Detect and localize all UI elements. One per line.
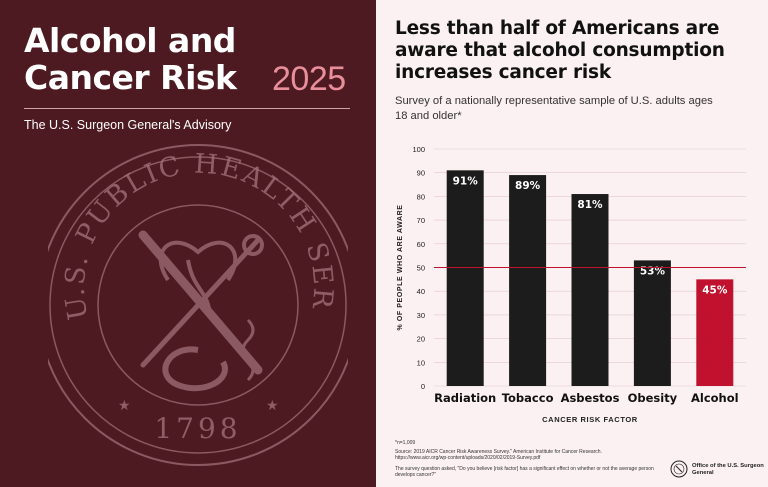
y-tick-label: 30 [417, 311, 425, 320]
y-tick-label: 60 [417, 240, 425, 249]
y-tick-label: 40 [417, 287, 425, 296]
seal-star-icon: ★ [118, 397, 131, 413]
awareness-bar-chart: 0 10 20 30 40 50 60 70 80 90 100 91% Radiation 89% Tob… [376, 138, 768, 438]
x-tick-label: Obesity [628, 391, 678, 405]
seal-year: 1798 [154, 412, 241, 445]
y-axis-title: % OF PEOPLE WHO ARE AWARE [397, 204, 404, 330]
year-label: 2025 [272, 60, 346, 99]
surgeon-general-seal-icon [670, 460, 688, 478]
bar-value-label: 45% [702, 284, 728, 296]
office-logo: Office of the U.S. Surgeon General [670, 458, 766, 482]
y-tick-label: 50 [417, 264, 425, 273]
bar-value-label: 81% [577, 199, 603, 211]
divider [24, 108, 350, 109]
footnote-source: Source: 2019 AICR Cancer Risk Awareness … [395, 449, 645, 462]
x-axis-title: CANCER RISK FACTOR [542, 415, 638, 424]
office-label: Office of the U.S. Surgeon General [692, 463, 766, 477]
advisory-subtitle: The U.S. Surgeon General's Advisory [24, 118, 231, 132]
y-tick-label: 80 [417, 192, 425, 201]
bar-tobacco [509, 175, 546, 386]
public-health-service-seal-icon: U.S. PUBLIC HEALTH SERVICE 1798 ★ ★ [48, 140, 348, 480]
bar-value-label: 89% [515, 180, 541, 192]
subhead: Survey of a nationally representative sa… [395, 94, 725, 123]
y-tick-label: 0 [421, 382, 425, 391]
x-tick-label: Radiation [434, 391, 496, 405]
y-tick-label: 70 [417, 216, 425, 225]
x-tick-label: Tobacco [502, 391, 554, 405]
y-tick-label: 20 [417, 335, 425, 344]
bar-value-label: 91% [453, 175, 479, 187]
left-panel: Alcohol and Cancer Risk 2025 The U.S. Su… [0, 0, 376, 487]
y-tick-label: 10 [417, 358, 425, 367]
bar-obesity [634, 260, 671, 386]
footnote-sample: *n=1,009 [395, 440, 415, 446]
bar-radiation [447, 170, 484, 386]
bar-asbestos [572, 194, 609, 386]
page-title: Alcohol and Cancer Risk [24, 22, 254, 96]
seal-star-icon: ★ [266, 397, 279, 413]
headline: Less than half of Americans are aware th… [395, 18, 755, 84]
right-panel: Less than half of Americans are aware th… [376, 0, 768, 487]
y-tick-label: 100 [412, 145, 425, 154]
x-tick-label: Alcohol [691, 391, 739, 405]
footnote-question: The survey question asked, "Do you belie… [395, 466, 655, 479]
y-tick-label: 90 [417, 169, 425, 178]
x-tick-label: Asbestos [561, 391, 620, 405]
